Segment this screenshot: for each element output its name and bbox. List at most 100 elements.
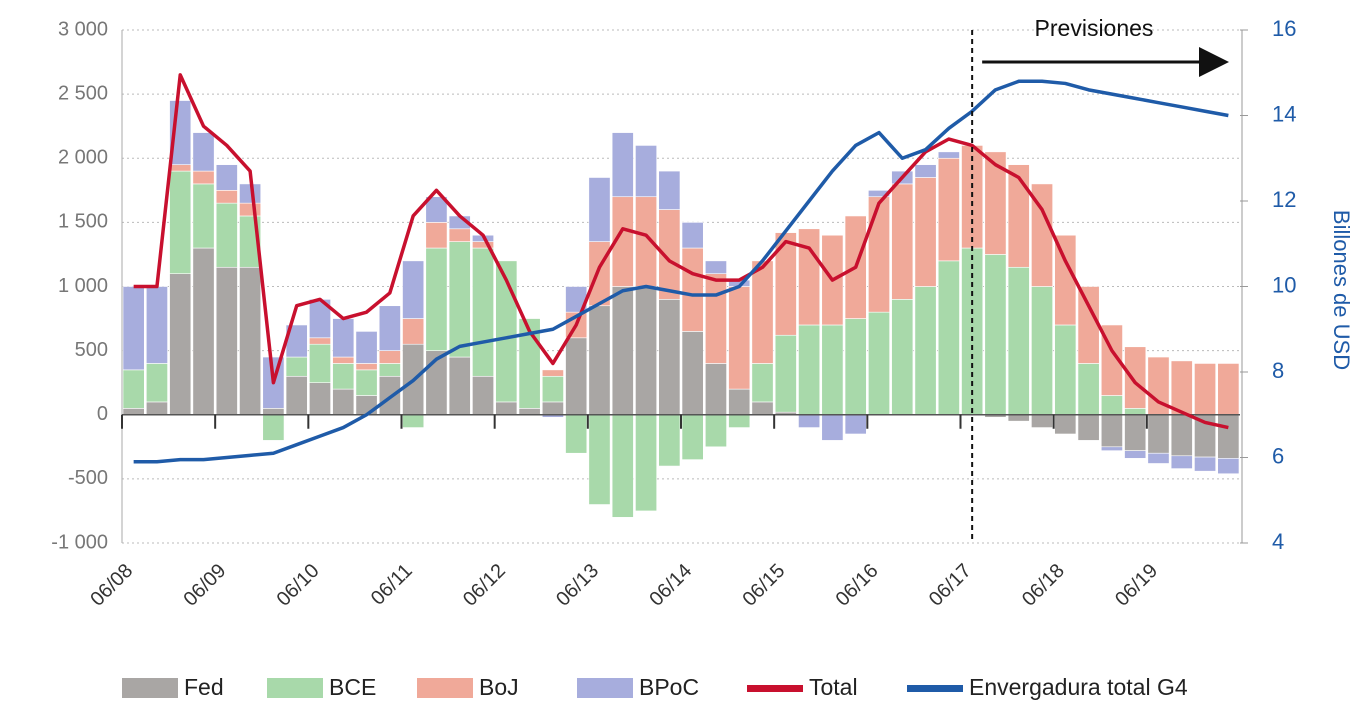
bar-segment	[914, 164, 937, 178]
y2-tick-label: 12	[1272, 187, 1296, 212]
bar-segment	[425, 222, 448, 249]
bar-segment	[169, 273, 192, 416]
bar-segment	[937, 151, 960, 159]
bar-segment	[611, 132, 634, 198]
bar-segment	[332, 363, 355, 390]
bar-segment	[122, 408, 145, 416]
bar-segment	[1007, 266, 1030, 416]
bar-segment	[355, 331, 378, 364]
bar-segment	[1147, 452, 1170, 464]
bar-segment	[728, 414, 751, 428]
bar-segment	[798, 414, 821, 428]
bar-segment	[798, 324, 821, 416]
bar-segment	[378, 363, 401, 377]
bar-segment	[774, 334, 797, 413]
bar-segment	[588, 241, 611, 307]
bar-segment	[448, 356, 471, 416]
bar-segment	[635, 286, 658, 416]
bar-segment	[681, 247, 704, 332]
bar-segment	[285, 375, 308, 416]
bar-segment	[1124, 450, 1147, 459]
legend-swatch	[417, 678, 473, 698]
bar-segment	[1031, 414, 1053, 428]
bar-segment	[145, 286, 168, 364]
bar-segment	[541, 369, 564, 377]
bar-segment	[728, 388, 751, 416]
bar-segment	[1194, 363, 1217, 416]
x-tick-label: 06/09	[179, 560, 230, 611]
bar-segment	[588, 177, 611, 242]
bar-segment	[192, 132, 215, 172]
bar-segment	[378, 350, 401, 364]
bar-segment	[984, 151, 1007, 255]
bar-segment	[821, 414, 844, 441]
bar-segment	[658, 299, 681, 416]
legend-label: Envergadura total G4	[969, 674, 1188, 700]
bar-segment	[704, 363, 727, 416]
bar-segment	[239, 202, 262, 217]
x-tick-label: 06/16	[832, 560, 883, 611]
bar-segment	[1170, 360, 1193, 416]
bar-segment	[658, 414, 681, 467]
bar-segment	[145, 401, 168, 416]
bar-segment	[1194, 456, 1217, 472]
bar-segment	[541, 401, 564, 416]
y-tick-label: 500	[75, 339, 108, 361]
bar-segment	[1124, 414, 1147, 451]
bar-segment	[472, 247, 494, 377]
bar-segment	[309, 343, 331, 383]
y-tick-label: 0	[97, 403, 108, 425]
x-tick-label: 06/14	[645, 560, 696, 611]
bar-segment	[332, 388, 355, 416]
bar-segment	[1170, 414, 1193, 457]
bar-segment	[541, 375, 564, 403]
y-tick-label: 1 500	[58, 211, 108, 233]
bar-segment	[1077, 363, 1100, 416]
bar-segment	[704, 273, 727, 364]
bar-segment	[565, 337, 588, 416]
bar-segment	[751, 363, 774, 403]
bar-segment	[1217, 414, 1240, 459]
bar-segment	[704, 260, 727, 274]
bar-segment	[891, 299, 914, 416]
legend-swatch	[267, 678, 323, 698]
bar-segment	[402, 414, 425, 428]
y2-tick-label: 10	[1272, 272, 1296, 297]
bar-segment	[402, 318, 425, 345]
bar-segment	[751, 401, 774, 416]
bar-segment	[1100, 446, 1123, 451]
bar-segment	[448, 228, 471, 242]
bar-segment	[681, 331, 704, 416]
bar-segment	[215, 190, 238, 204]
bar-segment	[821, 324, 844, 416]
bar-segment	[1077, 414, 1100, 441]
bar-segment	[635, 414, 658, 512]
bar-segment	[122, 369, 145, 409]
bar-segment	[1077, 286, 1100, 364]
bar-segment	[1054, 414, 1077, 435]
bar-segment	[1100, 414, 1123, 448]
bar-segment	[1007, 164, 1030, 268]
bar-segment	[448, 241, 471, 358]
y2-tick-label: 6	[1272, 443, 1284, 468]
bar-segment	[262, 414, 285, 441]
bar-segment	[751, 260, 774, 364]
bar-segment	[1217, 458, 1240, 475]
legend-label: Fed	[184, 674, 224, 700]
bar-segment	[192, 170, 215, 185]
bar-segment	[611, 414, 634, 518]
bar-segment	[914, 286, 937, 416]
bar-segment	[1100, 395, 1123, 416]
bar-segment	[262, 408, 285, 416]
bar-segment	[611, 286, 634, 416]
bar-segment	[1054, 324, 1077, 416]
y2-tick-label: 8	[1272, 358, 1284, 383]
bar-segment	[309, 382, 331, 416]
y-tick-label: -1 000	[51, 531, 108, 553]
bar-segment	[984, 254, 1007, 416]
bar-segment	[425, 247, 448, 351]
annotation: Previsiones	[1035, 15, 1154, 41]
y2-axis-label: Billones de USD	[1329, 210, 1354, 370]
legend-label: BCE	[329, 674, 376, 700]
x-tick-label: 06/17	[925, 560, 976, 611]
